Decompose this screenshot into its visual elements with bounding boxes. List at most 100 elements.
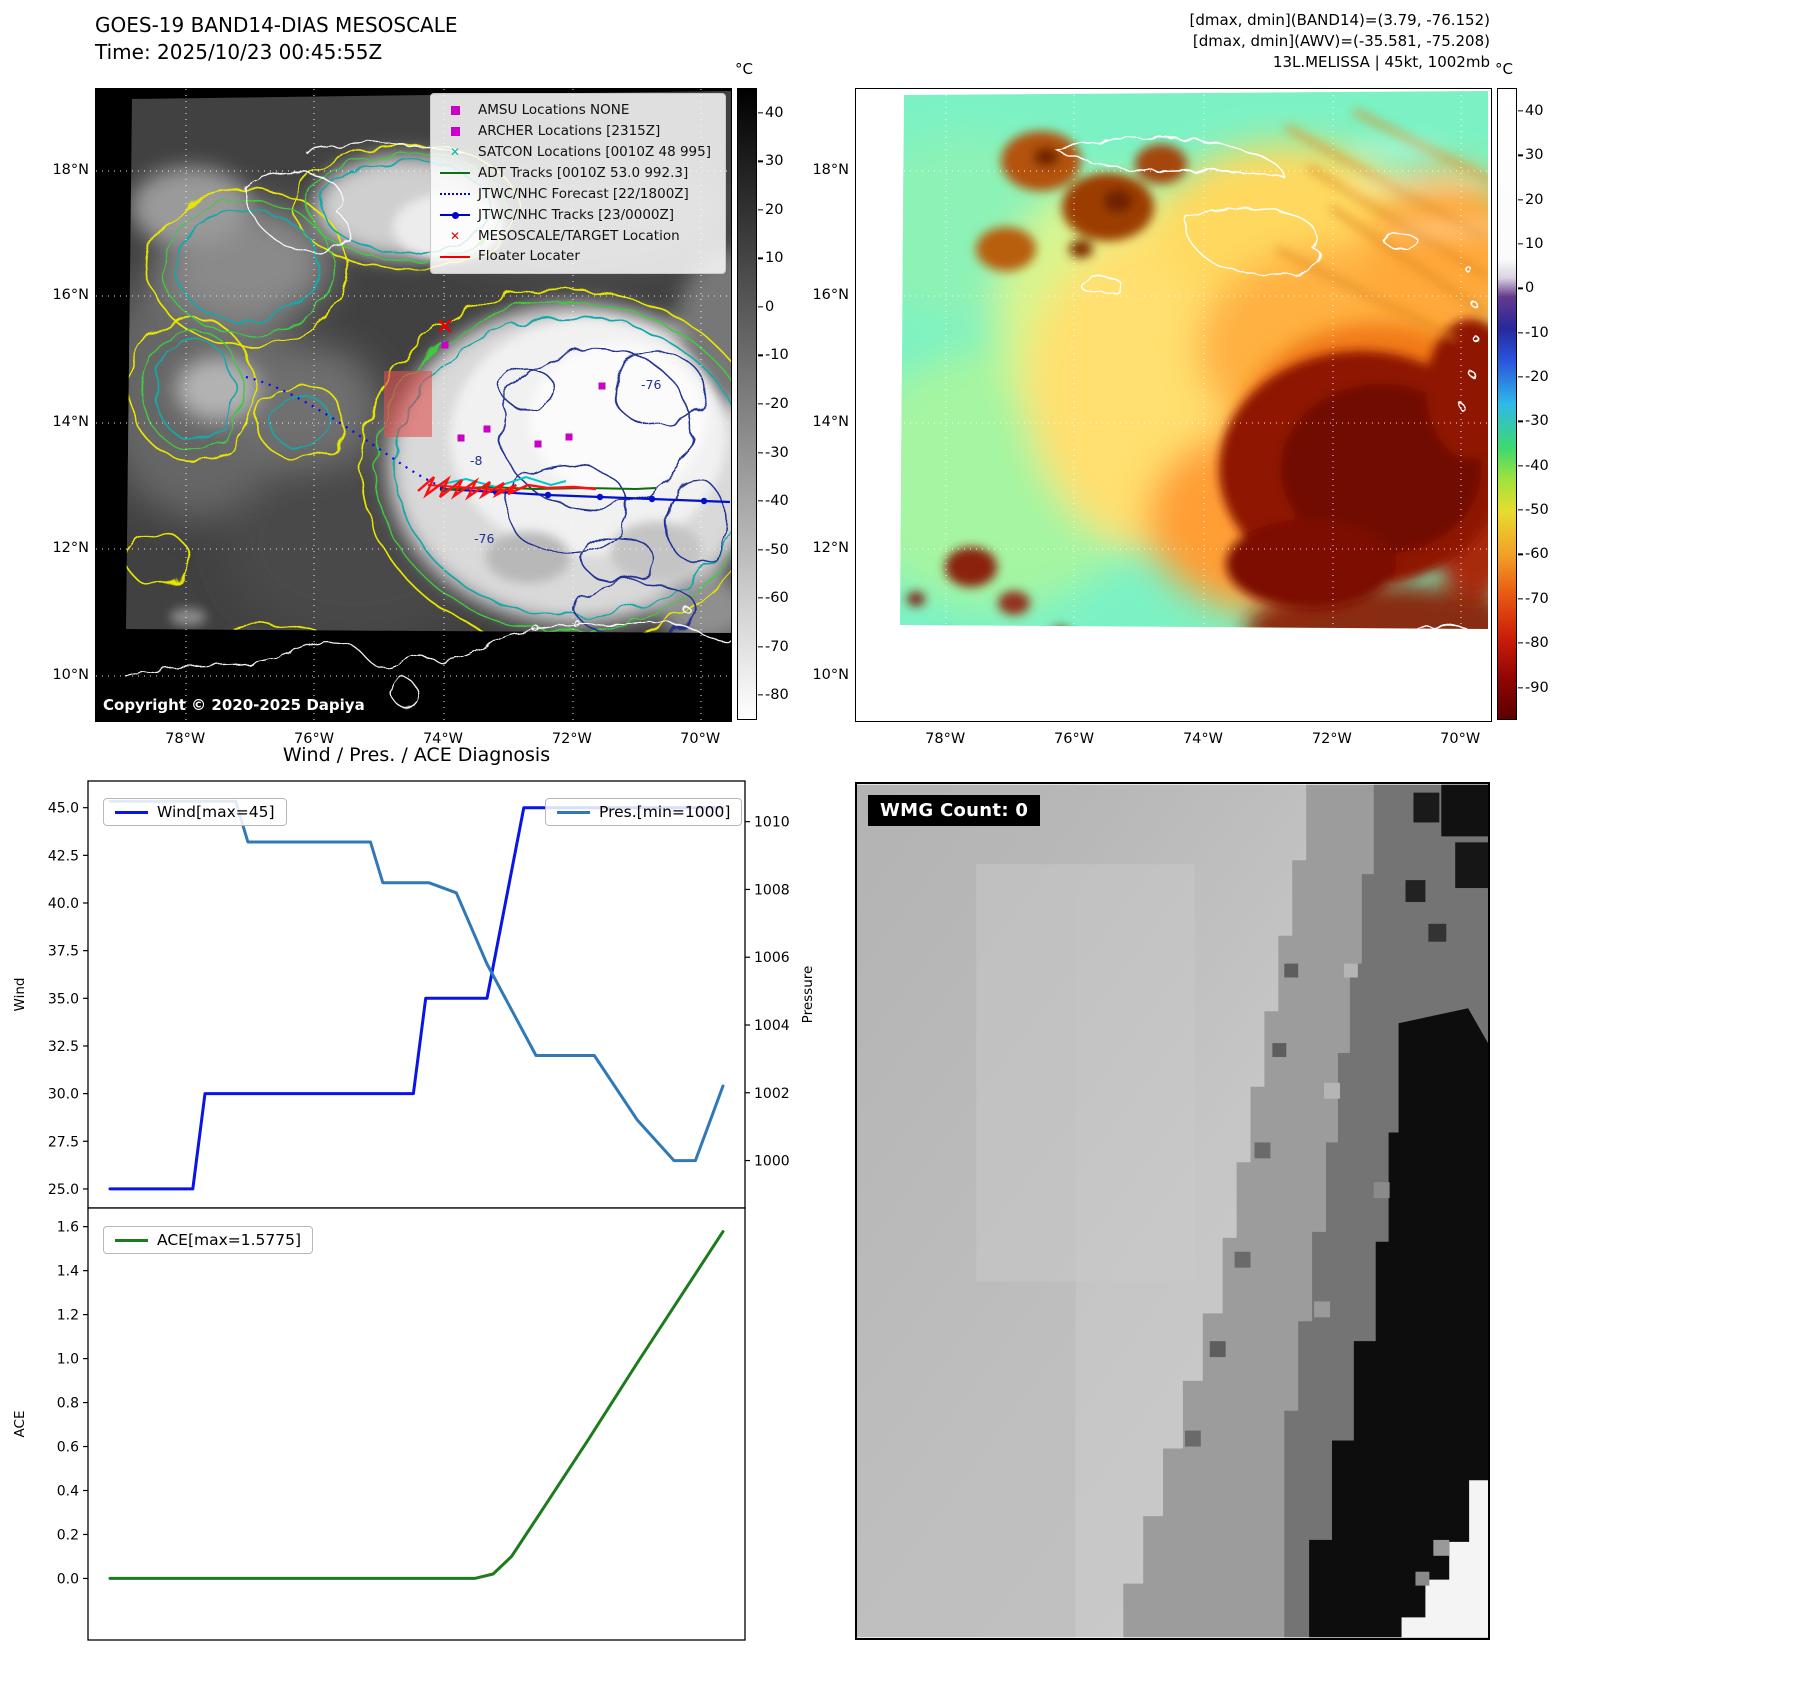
legend-label: JTWC/NHC Tracks [23/0000Z] <box>478 206 675 223</box>
colorbar-tick-mark <box>1518 243 1523 245</box>
colorbar-tick-label: -80 <box>765 687 789 704</box>
colorbar-tick-mark <box>758 306 763 308</box>
colorbar-tick-label: -20 <box>1525 369 1549 386</box>
right-axis-tick-label: 1002 <box>754 1086 790 1102</box>
colorbar-tick-label: 10 <box>1525 236 1544 253</box>
coastlines <box>1053 136 1491 706</box>
colorbar-tick-mark <box>1518 553 1523 556</box>
diagnosis-title: Wind / Pres. / ACE Diagnosis <box>282 744 551 766</box>
band14-cloud-field <box>126 91 731 633</box>
right-axis-tick-label: 1008 <box>754 882 790 898</box>
wmg-panel: WMG Count: 0 <box>855 782 1490 1640</box>
left-axis-tick-label: 0.4 <box>57 1484 79 1500</box>
x-axis-tick-label: 78°W <box>925 731 966 747</box>
colorbar-tick-label: 30 <box>1525 147 1544 164</box>
colorbar-tick-mark <box>1518 287 1523 290</box>
left-axis-tick-label: 42.5 <box>48 848 79 864</box>
colorbar-tick-mark <box>1518 686 1523 689</box>
left-axis-tick-label: 30.0 <box>48 1087 79 1103</box>
colorbar-tick-mark <box>758 694 763 696</box>
dot-glyph <box>452 211 459 219</box>
colorbar-tick-label: -30 <box>1525 413 1549 430</box>
colorbar-tick-mark <box>1518 420 1523 423</box>
right-axis-tick-label: 1000 <box>754 1154 790 1170</box>
colorbar-tick-mark <box>1518 376 1523 378</box>
y-axis-tick-label: 12°N <box>812 540 849 557</box>
left-axis-tick-label: 37.5 <box>48 944 79 960</box>
band14-title: GOES-19 BAND14-DIAS MESOSCALE <box>95 13 458 37</box>
right-axis-tick-label: 1004 <box>754 1018 790 1034</box>
colorbar-tick-label: 40 <box>1525 103 1544 120</box>
colorbar-tick-mark <box>1518 509 1523 511</box>
colorbar-tick-mark <box>1518 642 1523 644</box>
wind-legend-label: Wind[max=45] <box>157 803 275 821</box>
y-axis-tick-label: 14°N <box>812 413 849 430</box>
x-axis-tick-label: 76°W <box>294 731 335 747</box>
wind-line-swatch-icon <box>115 810 148 814</box>
floater-locater-track2 <box>427 484 517 492</box>
colorbar-tick-label: 40 <box>765 104 784 121</box>
left-axis-label: ACE <box>12 1411 28 1438</box>
y-axis-tick-label: 16°N <box>812 287 849 304</box>
colorbar-tick-label: -90 <box>1525 679 1549 696</box>
target-x-marker <box>438 319 452 333</box>
diagnosis-panel: Wind / Pres. / ACE Diagnosis 25.0 27.5 30.… <box>0 740 845 1690</box>
legend-item-tracks: JTWC/NHC Tracks [23/0000Z] <box>437 205 719 226</box>
left-axis-tick-label: 1.2 <box>57 1308 79 1324</box>
archer-markers <box>441 341 606 448</box>
wmg-gray-pixel <box>1415 1571 1430 1586</box>
line-glyph <box>440 211 470 219</box>
square-glyph <box>450 126 460 136</box>
colorbar-tick-mark <box>1518 598 1523 600</box>
colorbar-tick-mark <box>1518 199 1523 201</box>
colorbar-tick-label: -70 <box>765 638 789 655</box>
band14-colorbar-unit: °C <box>735 60 753 78</box>
series-line-wind_pressure-0 <box>108 806 725 1191</box>
colorbar-tick-label: 0 <box>1525 280 1535 297</box>
awv-header-band14-range: [dmax, dmin](BAND14)=(3.79, -76.152) <box>1189 11 1490 29</box>
colorbar-tick-mark <box>758 403 763 405</box>
y-axis-tick-label: 10°N <box>52 667 89 684</box>
line-marker-icon <box>437 165 473 181</box>
colorbar-tick-label: -10 <box>765 347 789 364</box>
copyright-text: Copyright © 2020-2025 Dapiya <box>103 696 365 714</box>
left-axis-label: Wind <box>12 978 28 1012</box>
left-axis-tick-label: 32.5 <box>48 1039 79 1055</box>
x-axis-tick-label: 72°W <box>551 731 592 747</box>
legend-label: SATCON Locations [0010Z 48 995] <box>478 143 711 160</box>
wmg-gray-pixel <box>1433 1539 1450 1556</box>
legend-label: ARCHER Locations [2315Z] <box>478 122 661 139</box>
awv-header-awv-range: [dmax, dmin](AWV)=(-35.581, -75.208) <box>1192 32 1490 50</box>
x-axis-tick-label: 74°W <box>1182 731 1223 747</box>
x-axis-tick-label: 70°W <box>680 731 721 747</box>
legend-item-archer: ARCHER Locations [2315Z] <box>437 121 719 142</box>
colorbar-tick-label: 20 <box>765 201 784 218</box>
colorbar-tick-label: 10 <box>765 250 784 267</box>
colorbar-tick-mark <box>758 500 763 502</box>
line-dot-marker-icon <box>437 207 473 223</box>
pressure-line-swatch-icon <box>557 810 590 814</box>
left-axis-tick-label: 35.0 <box>48 991 79 1007</box>
colorbar-tick-mark <box>758 209 763 211</box>
colorbar-tick-label: 20 <box>1525 191 1544 208</box>
dotted-line-marker-icon <box>437 186 473 202</box>
colorbar-tick-label: -30 <box>765 444 789 461</box>
left-axis-tick-label: 1.6 <box>57 1220 79 1236</box>
colorbar-tick-label: 0 <box>765 298 775 315</box>
square-marker-icon <box>437 102 473 118</box>
series-line-ace-0 <box>108 1230 725 1580</box>
x-marker-icon: ✕ <box>449 145 461 159</box>
pressure-legend-label: Pres.[min=1000] <box>599 803 731 821</box>
left-axis-tick-label: 45.0 <box>48 801 79 817</box>
wmg-topright-blocks <box>1405 784 1488 942</box>
colorbar-tick-label: -40 <box>1525 457 1549 474</box>
left-axis-tick-label: 0.8 <box>57 1396 79 1412</box>
band14-time: Time: 2025/10/23 00:45:55Z <box>95 40 383 64</box>
band14-map-panel: -76 -76 -8 AMSU Locations NONE ARCHER Lo… <box>52 88 732 747</box>
legend-item-floater: Floater Locater <box>437 246 719 267</box>
right-axis-label: Pressure <box>800 966 816 1024</box>
series-line-wind_pressure-1 <box>108 799 725 1163</box>
colorbar-tick-mark <box>1518 465 1523 467</box>
wmg-image <box>855 782 1490 1640</box>
